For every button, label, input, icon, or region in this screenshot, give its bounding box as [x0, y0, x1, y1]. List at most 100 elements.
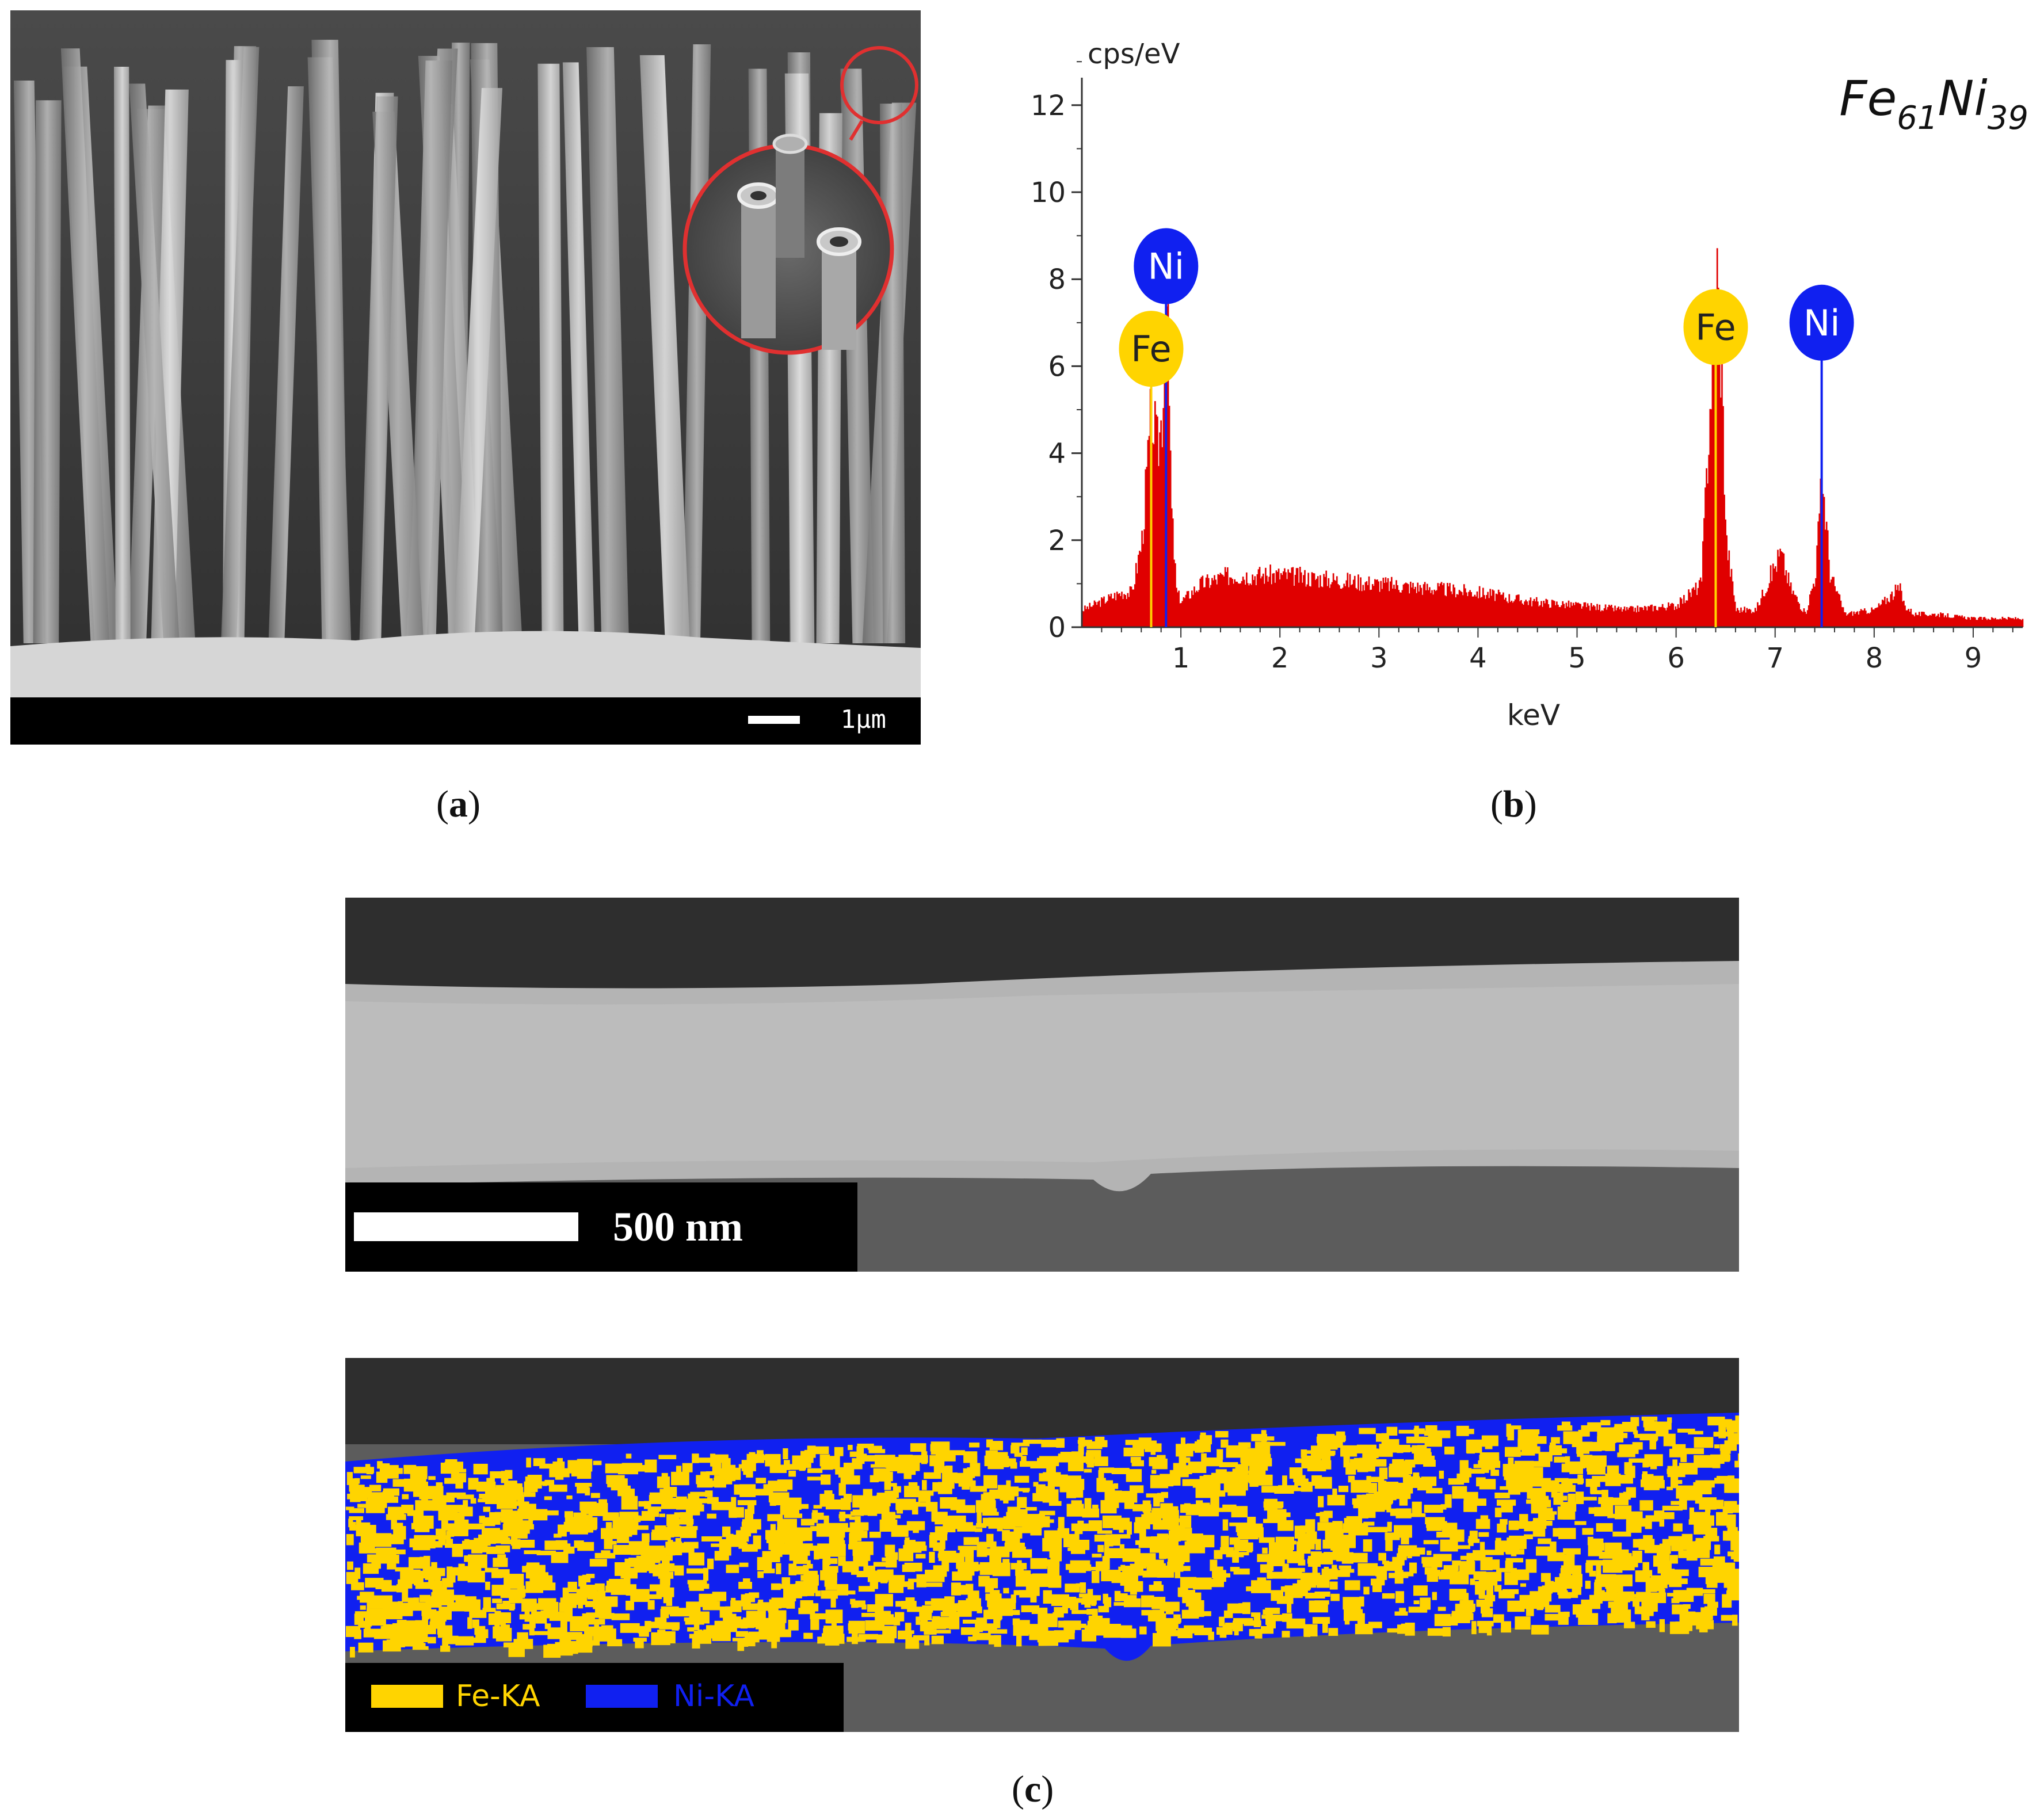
spectrum-bar — [1343, 583, 1345, 627]
spectrum-bar — [1626, 607, 1628, 627]
spectrum-bar — [1727, 560, 1729, 627]
fe-pixel — [1113, 1602, 1126, 1606]
spectrum-bar — [1752, 612, 1754, 627]
fe-pixel — [1436, 1532, 1455, 1538]
fe-pixel — [907, 1578, 924, 1582]
fe-pixel — [1038, 1613, 1058, 1627]
fe-pixel — [359, 1542, 368, 1554]
fe-pixel — [605, 1585, 613, 1593]
fe-pixel — [864, 1498, 884, 1506]
fe-pixel — [512, 1539, 521, 1550]
spectrum-bar — [1949, 617, 1951, 627]
fe-pixel — [563, 1632, 582, 1640]
fe-pixel — [1600, 1420, 1611, 1426]
spectrum-bar — [1708, 455, 1710, 627]
fe-pixel — [630, 1589, 650, 1602]
fe-pixel — [823, 1566, 838, 1573]
spectrum-bar — [1744, 606, 1746, 627]
spectrum-bar — [1861, 610, 1863, 627]
fe-pixel — [1030, 1526, 1042, 1536]
fe-pixel — [929, 1532, 948, 1541]
spectrum-bar — [1276, 571, 1279, 627]
spectrum-bar — [1435, 591, 1437, 627]
fe-pixel — [1700, 1607, 1713, 1620]
spectrum-bar — [1927, 616, 1929, 627]
fe-pixel — [1696, 1620, 1714, 1630]
fe-pixel — [401, 1581, 406, 1592]
spectrum-bar — [1709, 409, 1711, 627]
fe-pixel — [963, 1619, 978, 1624]
peak-marker-badge — [1789, 284, 1854, 361]
spectrum-bar — [1498, 592, 1501, 627]
spectrum-bar — [1279, 579, 1281, 627]
fe-pixel — [1677, 1480, 1683, 1484]
fe-pixel — [1686, 1487, 1703, 1501]
spectrum-bar — [1445, 596, 1447, 627]
fe-pixel — [1046, 1465, 1056, 1473]
fe-pixel — [1096, 1622, 1110, 1632]
fe-pixel — [783, 1448, 788, 1460]
fe-pixel — [1359, 1596, 1364, 1607]
fe-pixel — [769, 1464, 787, 1473]
fe-pixel — [852, 1509, 871, 1516]
fe-pixel — [1165, 1512, 1173, 1523]
fe-pixel — [1626, 1520, 1642, 1533]
fe-pixel — [551, 1551, 569, 1563]
fe-pixel — [749, 1489, 770, 1496]
fe-pixel — [867, 1604, 884, 1612]
spectrum-bar — [1898, 590, 1900, 627]
fe-pixel — [1672, 1459, 1677, 1469]
fe-pixel — [656, 1587, 674, 1597]
spectrum-bar — [1421, 594, 1424, 627]
spectrum-bar — [1097, 601, 1099, 627]
fe-pixel — [1313, 1579, 1329, 1586]
fe-pixel — [1586, 1560, 1603, 1566]
spectrum-bar — [1772, 563, 1774, 627]
fe-pixel — [924, 1635, 930, 1646]
spectrum-bar — [1130, 586, 1132, 627]
spectrum-bar — [1643, 605, 1646, 627]
fe-pixel — [1382, 1481, 1387, 1487]
nanotubes — [13, 40, 917, 644]
fe-pixel — [634, 1566, 647, 1573]
fe-pixel — [1091, 1571, 1100, 1584]
fe-pixel — [1355, 1624, 1373, 1635]
fe-pixel — [1203, 1457, 1223, 1467]
spectrum-bar — [1873, 609, 1875, 627]
fe-pixel — [776, 1563, 781, 1574]
spectrum-bar — [1783, 553, 1785, 627]
spectrum-bar — [1999, 619, 2001, 627]
spectrum-bar — [1813, 583, 1814, 627]
fe-pixel — [1467, 1539, 1480, 1543]
fe-pixel — [843, 1463, 863, 1470]
fe-pixel — [1219, 1628, 1227, 1638]
fe-pixel — [775, 1543, 781, 1556]
fe-pixel — [1233, 1618, 1253, 1624]
fe-pixel — [972, 1632, 991, 1640]
fe-pixel — [849, 1522, 869, 1531]
fe-pixel — [911, 1455, 928, 1463]
fe-pixel — [1039, 1513, 1045, 1523]
fe-pixel — [931, 1510, 938, 1522]
fe-pixel — [1184, 1625, 1204, 1634]
fe-pixel — [1627, 1488, 1633, 1494]
fe-pixel — [869, 1531, 881, 1538]
fe-pixel — [730, 1600, 742, 1612]
spectrum-bar — [1612, 608, 1614, 627]
fe-pixel — [933, 1542, 940, 1551]
spectrum-bar — [1503, 592, 1504, 627]
spectrum-bar — [1468, 592, 1470, 627]
fe-pixel — [1328, 1628, 1338, 1636]
fe-pixel — [1020, 1461, 1039, 1467]
fe-pixel — [446, 1492, 466, 1498]
fe-pixel — [1063, 1620, 1081, 1630]
spectrum-bar — [1809, 594, 1811, 627]
spectrum-bar — [1594, 606, 1596, 627]
spectrum-bar — [1326, 586, 1329, 627]
fe-pixel — [1642, 1577, 1657, 1582]
fe-pixel — [1066, 1489, 1076, 1498]
fe-pixel — [1151, 1536, 1158, 1549]
spectrum-bar — [1692, 587, 1695, 627]
fe-pixel — [1630, 1417, 1639, 1426]
